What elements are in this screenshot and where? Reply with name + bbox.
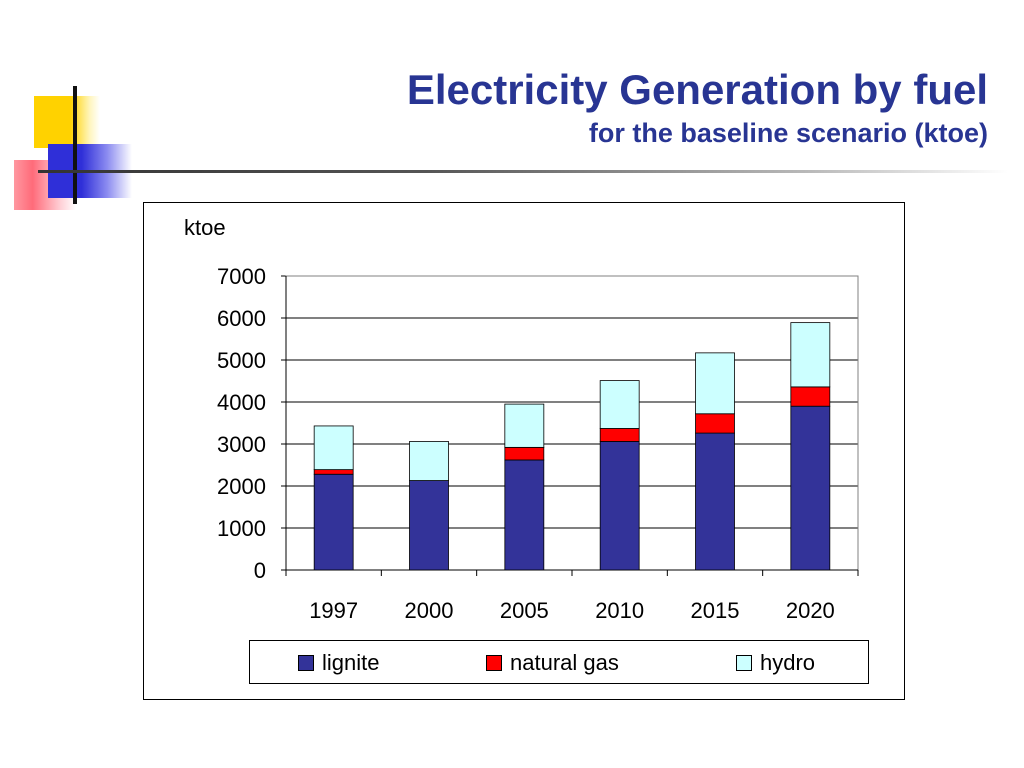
bar-natural-gas-2010 <box>599 428 640 442</box>
y-tick-label: 2000 <box>217 474 266 499</box>
chart-legend: lignite natural gas hydro <box>249 640 869 684</box>
legend-swatch-natural-gas <box>486 655 502 671</box>
bar-lignite-2005 <box>504 459 545 571</box>
bar-lignite-2015 <box>695 432 735 571</box>
x-tick-label: 2010 <box>595 598 644 623</box>
x-tick-label: 2020 <box>786 598 835 623</box>
bar-hydro-2010 <box>599 380 640 429</box>
y-tick-label: 4000 <box>217 390 266 415</box>
plot-area-border <box>285 275 859 571</box>
y-tick-label: 1000 <box>217 516 266 541</box>
y-tick-label: 5000 <box>217 348 266 373</box>
bar-hydro-2015 <box>695 352 735 415</box>
decor-horizontal-line <box>38 170 1008 173</box>
legend-swatch-hydro <box>736 655 752 671</box>
bar-hydro-2020 <box>790 322 831 388</box>
x-tick-label: 2000 <box>405 598 454 623</box>
bar-lignite-2000 <box>409 480 449 571</box>
bar-chart: ktoe 0 1000 2000 3000 4000 5000 6000 7000 1997 200… <box>184 215 859 623</box>
legend-label-natural-gas: natural gas <box>510 650 619 675</box>
slide-title-block: Electricity Generation by fuel for the b… <box>407 64 988 150</box>
slide-subtitle: for the baseline scenario (ktoe) <box>588 118 988 148</box>
bar-natural-gas-1997 <box>313 469 354 475</box>
slide-title: Electricity Generation by fuel <box>406 66 988 113</box>
chart-frame: ktoe 0 1000 2000 3000 4000 5000 6000 7000 1997 200… <box>143 202 905 700</box>
y-tick-label: 0 <box>254 558 266 583</box>
bar-hydro-1997 <box>313 425 354 471</box>
bar-lignite-1997 <box>313 473 354 571</box>
legend-label-lignite: lignite <box>322 650 380 675</box>
bar-lignite-2020 <box>790 405 831 571</box>
bar-natural-gas-2005 <box>504 446 545 461</box>
decor-yellow-square <box>34 96 100 148</box>
legend-item-lignite: lignite <box>298 650 379 676</box>
bar-natural-gas-2015 <box>695 413 735 434</box>
legend-item-hydro: hydro <box>736 650 815 676</box>
bar-hydro-2005 <box>504 403 545 448</box>
decor-vertical-line <box>73 86 77 204</box>
y-tick-label: 7000 <box>217 264 266 289</box>
y-tick-label: 3000 <box>217 432 266 457</box>
bar-lignite-2010 <box>599 441 640 571</box>
bar-natural-gas-2020 <box>790 386 831 407</box>
x-tick-label: 2005 <box>500 598 549 623</box>
y-tick-label: 6000 <box>217 306 266 331</box>
legend-item-natural-gas: natural gas <box>486 650 619 676</box>
y-axis-label: ktoe <box>184 215 226 240</box>
bar-hydro-2000 <box>409 441 449 481</box>
x-tick-label: 1997 <box>309 598 358 623</box>
legend-swatch-lignite <box>298 655 314 671</box>
x-tick-label: 2015 <box>691 598 740 623</box>
legend-label-hydro: hydro <box>760 650 816 675</box>
